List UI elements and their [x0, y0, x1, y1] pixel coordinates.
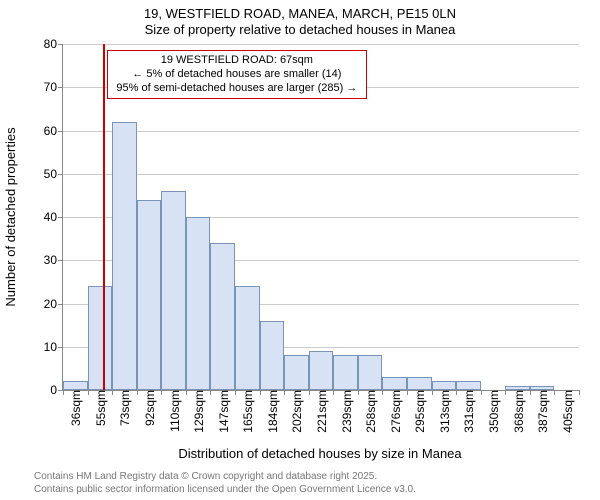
histogram-bar [407, 377, 432, 390]
xtick-label: 387sqm [534, 390, 550, 433]
histogram-bar [333, 355, 358, 390]
title-line2: Size of property relative to detached ho… [0, 22, 600, 38]
xtick-mark [579, 390, 580, 395]
xtick-label: 258sqm [362, 390, 378, 433]
xtick-mark [260, 390, 261, 395]
footer-line1: Contains HM Land Registry data © Crown c… [34, 471, 416, 484]
xtick-label: 239sqm [338, 390, 354, 433]
xtick-label: 92sqm [141, 390, 157, 426]
ytick-label: 60 [44, 124, 63, 138]
xtick-mark [554, 390, 555, 395]
xtick-mark [161, 390, 162, 395]
xtick-mark [112, 390, 113, 395]
ytick-label: 10 [44, 340, 63, 354]
histogram-bar [456, 381, 481, 390]
xtick-label: 350sqm [485, 390, 501, 433]
ytick-label: 70 [44, 80, 63, 94]
xtick-mark [284, 390, 285, 395]
histogram-bar [382, 377, 407, 390]
xtick-label: 368sqm [510, 390, 526, 433]
histogram-bar [309, 351, 334, 390]
histogram-bar [284, 355, 309, 390]
xtick-mark [235, 390, 236, 395]
xtick-label: 313sqm [436, 390, 452, 433]
ytick-label: 50 [44, 167, 63, 181]
ytick-label: 40 [44, 210, 63, 224]
plot-area: 0102030405060708036sqm55sqm73sqm92sqm110… [62, 44, 579, 391]
xtick-label: 276sqm [387, 390, 403, 433]
xtick-mark [382, 390, 383, 395]
xtick-mark [88, 390, 89, 395]
xtick-label: 295sqm [411, 390, 427, 433]
xtick-mark [210, 390, 211, 395]
histogram-bar [210, 243, 235, 390]
xtick-mark [432, 390, 433, 395]
xtick-label: 110sqm [166, 390, 182, 432]
footer-line2: Contains public sector information licen… [34, 484, 416, 497]
title-line1: 19, WESTFIELD ROAD, MANEA, MARCH, PE15 0… [0, 6, 600, 22]
footer-attribution: Contains HM Land Registry data © Crown c… [34, 471, 416, 496]
xtick-mark [186, 390, 187, 395]
xtick-label: 55sqm [92, 390, 108, 426]
chart-title: 19, WESTFIELD ROAD, MANEA, MARCH, PE15 0… [0, 0, 600, 39]
histogram-bar [432, 381, 457, 390]
xtick-mark [63, 390, 64, 395]
xtick-label: 221sqm [313, 390, 329, 433]
histogram-bar [358, 355, 383, 390]
annotation-box: 19 WESTFIELD ROAD: 67sqm← 5% of detached… [107, 50, 367, 99]
xtick-label: 129sqm [190, 390, 206, 433]
xtick-mark [407, 390, 408, 395]
xtick-label: 202sqm [288, 390, 304, 433]
histogram-bar [260, 321, 285, 390]
gridline [63, 174, 579, 175]
xtick-mark [530, 390, 531, 395]
chart-container: 19, WESTFIELD ROAD, MANEA, MARCH, PE15 0… [0, 0, 600, 500]
xtick-mark [456, 390, 457, 395]
histogram-bar [88, 286, 113, 390]
xtick-mark [137, 390, 138, 395]
y-axis-label: Number of detached properties [3, 127, 18, 306]
histogram-bar [112, 122, 137, 390]
xtick-label: 147sqm [215, 390, 231, 433]
xtick-mark [309, 390, 310, 395]
annotation-line: ← 5% of detached houses are smaller (14) [114, 68, 360, 82]
ytick-label: 30 [44, 253, 63, 267]
xtick-label: 36sqm [67, 390, 83, 426]
x-axis-label: Distribution of detached houses by size … [178, 446, 461, 461]
gridline [63, 131, 579, 132]
xtick-mark [333, 390, 334, 395]
histogram-bar [161, 191, 186, 390]
annotation-line: 95% of semi-detached houses are larger (… [114, 82, 360, 96]
xtick-label: 165sqm [239, 390, 255, 433]
xtick-label: 331sqm [460, 390, 476, 433]
xtick-label: 184sqm [264, 390, 280, 433]
histogram-bar [186, 217, 211, 390]
histogram-bar [235, 286, 260, 390]
ytick-label: 0 [50, 383, 63, 397]
xtick-mark [505, 390, 506, 395]
annotation-line: 19 WESTFIELD ROAD: 67sqm [114, 54, 360, 68]
ytick-label: 20 [44, 297, 63, 311]
xtick-mark [358, 390, 359, 395]
gridline [63, 44, 579, 45]
xtick-mark [481, 390, 482, 395]
ytick-label: 80 [44, 37, 63, 51]
reference-line [103, 44, 105, 390]
histogram-bar [137, 200, 162, 390]
histogram-bar [63, 381, 88, 390]
xtick-label: 405sqm [559, 390, 575, 433]
xtick-label: 73sqm [116, 390, 132, 426]
